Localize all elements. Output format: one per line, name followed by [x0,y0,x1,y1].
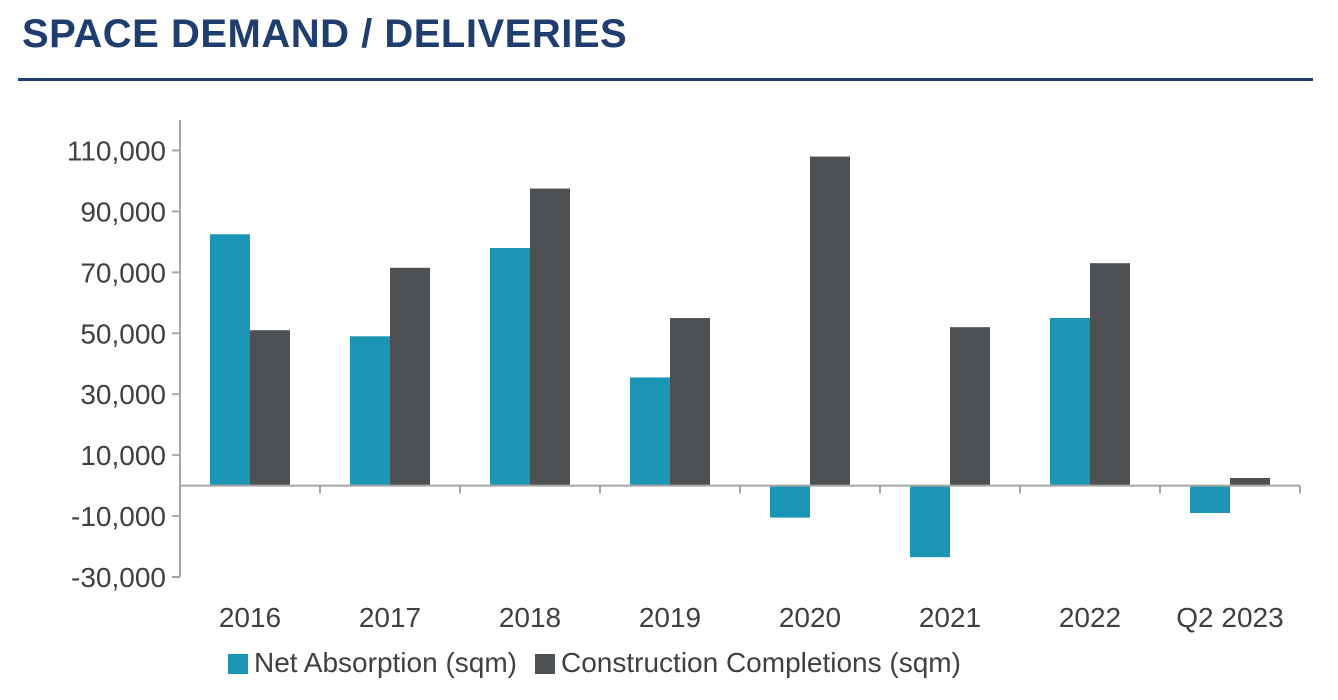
y-tick-label: 10,000 [80,440,166,471]
net-absorption-bar-2016 [210,234,250,486]
net-absorption-bar-2019 [630,377,670,486]
chart-title: SPACE DEMAND / DELIVERIES [22,12,628,56]
y-tick-label: 110,000 [67,135,166,166]
construction-completions-bar-2019 [670,318,710,486]
x-tick-label: 2017 [359,602,421,633]
net-absorption-bar-2020 [770,485,810,518]
y-tick-label: 70,000 [80,257,166,288]
y-tick-label: -30,000 [71,562,166,593]
construction-completions-bar-2018 [530,188,570,486]
y-tick-label: 50,000 [80,318,166,349]
net-absorption-bar-q2-2023 [1190,485,1230,514]
x-tick-label: 2016 [219,602,281,633]
legend-swatch [228,654,248,674]
construction-completions-bar-2022 [1090,263,1130,486]
construction-completions-bar-q2-2023 [1230,477,1270,486]
x-tick-label: Q2 2023 [1176,602,1283,633]
title-underline [18,78,1313,81]
construction-completions-bar-2021 [950,327,990,486]
construction-completions-bar-2016 [250,330,290,486]
y-axis: -30,000 -10,000 10,000 30,000 50,000 70,000 90… [67,120,181,593]
y-tick-label: 30,000 [80,379,166,410]
construction-completions-bar-2017 [390,267,430,486]
legend-swatch [535,654,555,674]
x-tick-label: 2022 [1059,602,1121,633]
x-tick-label: 2020 [779,602,841,633]
net-absorption-bar-2021 [910,485,950,558]
x-tick-label: 2021 [919,602,981,633]
legend-label: Net Absorption (sqm) [254,647,517,678]
construction-completions-bar-2020 [810,156,850,486]
bars [210,156,1270,558]
x-tick-label: 2019 [639,602,701,633]
net-absorption-bar-2022 [1050,318,1090,486]
x-axis: 2016 2017 2018 2019 2020 2021 2022 Q2 2023 [179,484,1301,633]
y-tick-label: 90,000 [80,196,166,227]
y-tick-label: -10,000 [71,501,166,532]
x-tick-label: 2018 [499,602,561,633]
legend: Net Absorption (sqm) Construction Complet… [228,647,961,678]
legend-label: Construction Completions (sqm) [561,647,961,678]
net-absorption-bar-2018 [490,247,530,486]
net-absorption-bar-2017 [350,336,390,486]
